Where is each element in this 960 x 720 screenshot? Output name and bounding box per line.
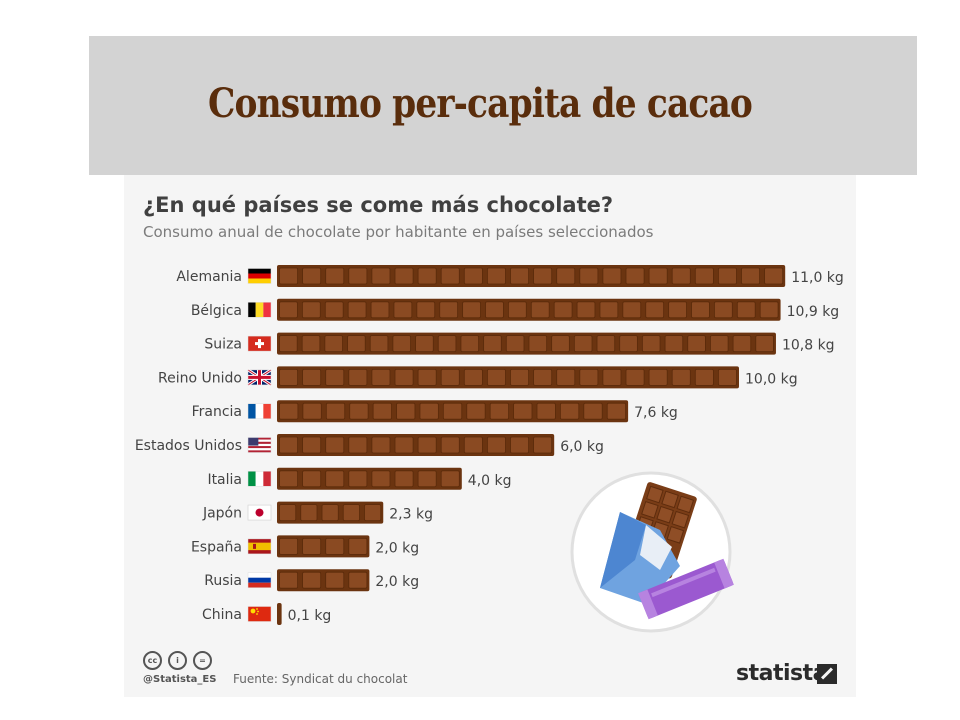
value-label: 6,0 kg	[560, 439, 604, 455]
value-label: 7,6 kg	[634, 405, 678, 421]
usa-flag-icon	[247, 437, 272, 453]
russia-flag-icon	[247, 572, 272, 588]
chocolate-bar	[277, 400, 629, 423]
country-label: Reino Unido	[158, 370, 242, 386]
switzerland-flag-icon	[247, 335, 272, 352]
chocolate-bar	[277, 535, 370, 558]
value-label: 2,3 kg	[389, 507, 433, 523]
value-label: 2,0 kg	[375, 574, 419, 590]
chocolate-bar	[277, 603, 282, 625]
twitter-handle: @Statista_ES	[143, 674, 217, 685]
statista-logo: statista	[736, 661, 827, 686]
slide-header	[89, 36, 917, 175]
country-label: China	[202, 607, 242, 623]
chocolate-bar	[277, 467, 462, 490]
value-label: 2,0 kg	[375, 540, 419, 556]
value-label: 0,1 kg	[288, 608, 332, 624]
attribution-icon: i	[168, 651, 187, 670]
value-label: 10,8 kg	[782, 338, 835, 354]
value-label: 10,0 kg	[745, 371, 798, 387]
value-label: 11,0 kg	[791, 270, 844, 286]
value-label: 4,0 kg	[468, 473, 512, 489]
country-label: Rusia	[204, 573, 242, 589]
chart-subtitle: Consumo anual de chocolate por habitante…	[143, 223, 654, 241]
source-note: Fuente: Syndicat du chocolat	[233, 672, 408, 686]
country-label: Japón	[202, 506, 242, 522]
country-label: España	[191, 539, 242, 555]
chocolate-bar	[277, 366, 739, 389]
italy-flag-icon	[247, 471, 272, 487]
chart-title: ¿En qué países se come más chocolate?	[143, 193, 614, 217]
country-label: Bélgica	[191, 303, 242, 319]
chocolate-bar	[277, 501, 384, 524]
country-label: Estados Unidos	[135, 438, 242, 454]
chocolate-bar	[277, 298, 781, 321]
value-label: 10,9 kg	[787, 304, 840, 320]
france-flag-icon	[247, 403, 272, 419]
creative-commons-icon: cc	[143, 651, 162, 670]
china-flag-icon	[247, 606, 272, 622]
chocolate-bar	[277, 434, 555, 456]
country-label: Italia	[207, 472, 242, 488]
statista-logo-mark-icon	[817, 664, 837, 684]
chocolate-bar	[277, 332, 776, 355]
country-label: Suiza	[204, 337, 242, 353]
slide-title: Consumo per-capita de cacao	[207, 80, 753, 127]
country-label: Francia	[192, 404, 242, 420]
japan-flag-icon	[247, 504, 272, 521]
no-derivatives-icon: =	[193, 651, 212, 670]
uk-flag-icon	[247, 368, 272, 387]
country-label: Alemania	[176, 269, 242, 285]
chocolate-bar	[277, 569, 370, 592]
belgium-flag-icon	[247, 302, 272, 318]
chocolate-bar	[277, 265, 786, 287]
germany-flag-icon	[247, 268, 272, 284]
spain-flag-icon	[247, 538, 272, 555]
chocolate-illustration-icon	[570, 471, 734, 633]
